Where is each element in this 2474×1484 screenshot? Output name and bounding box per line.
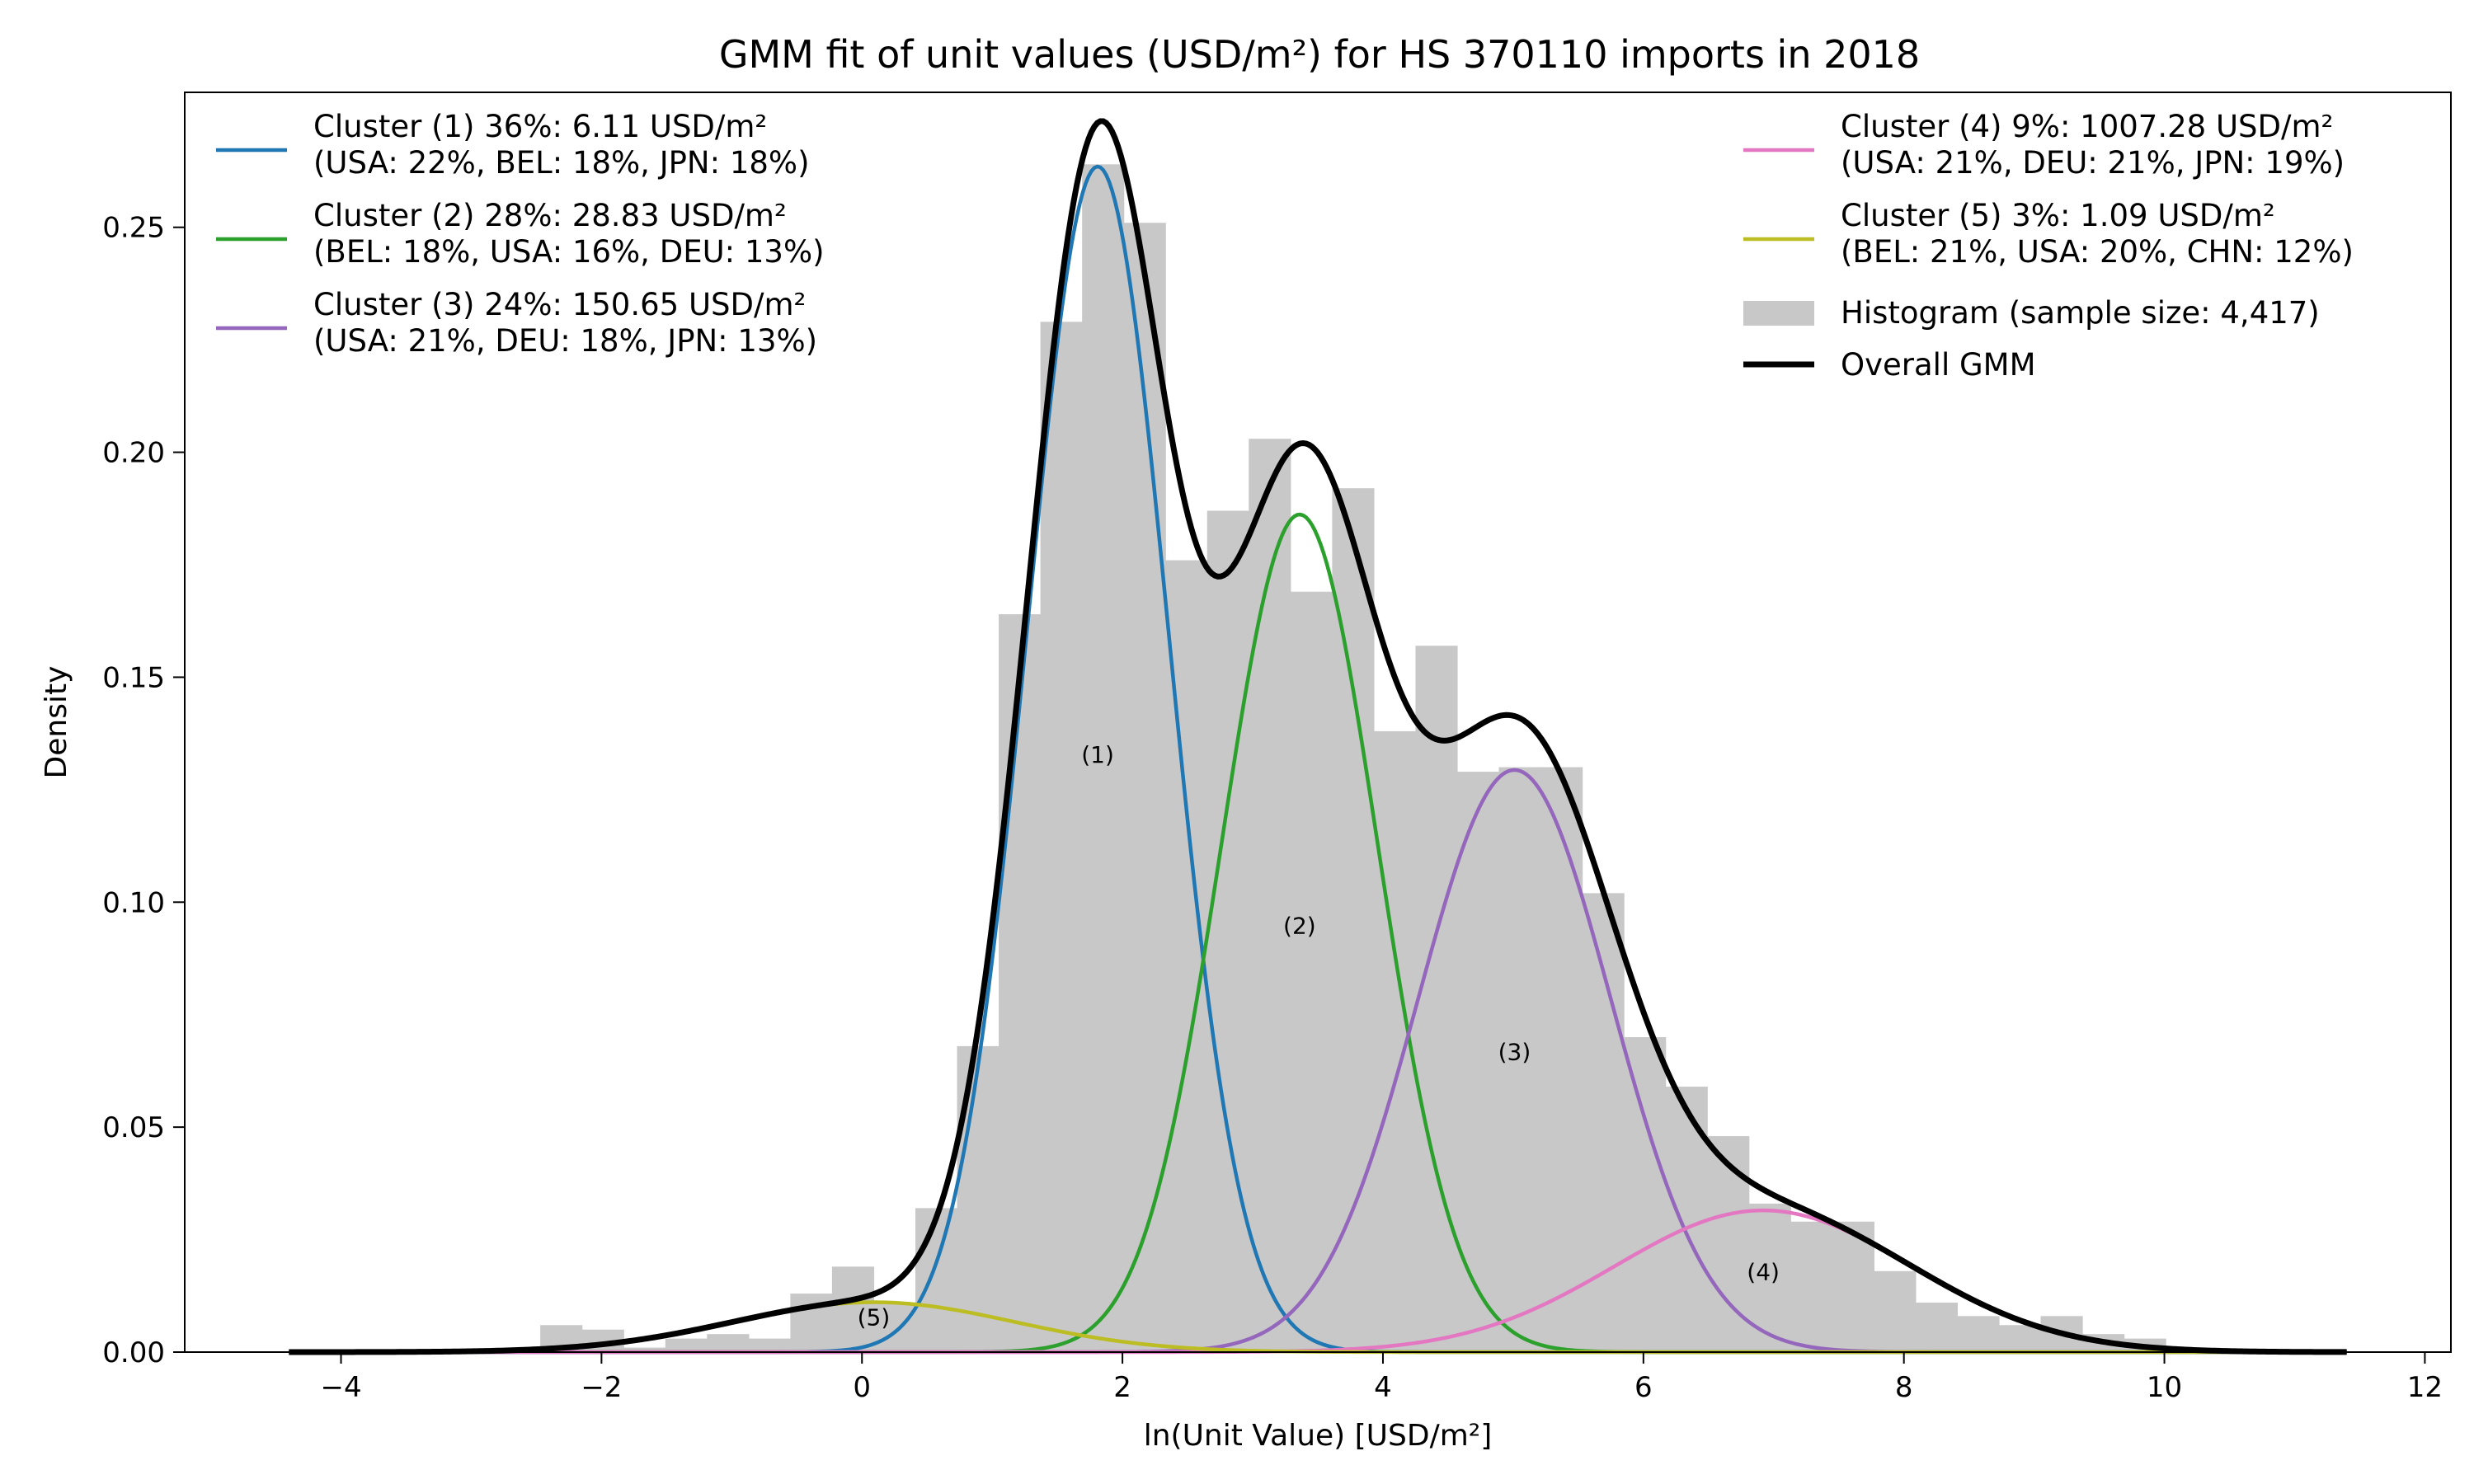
legend-label: Overall GMM	[1841, 347, 2036, 383]
histogram-bar	[665, 1338, 708, 1352]
y-axis-label: Density	[40, 666, 73, 779]
histogram-bar	[1040, 322, 1083, 1352]
legend-entry-left-3: Cluster (3) 24%: 150.65 USD/m²(USA: 21%,…	[216, 287, 817, 359]
legend-label: Cluster (2) 28%: 28.83 USD/m²	[313, 198, 787, 233]
histogram-bar	[1249, 439, 1291, 1353]
histogram-bar	[1540, 767, 1583, 1352]
x-axis-label: ln(Unit Value) [USD/m²]	[1144, 1419, 1493, 1453]
y-tick-label: 0.05	[102, 1111, 165, 1144]
histogram-bar	[873, 1302, 916, 1352]
legend-label: Cluster (4) 9%: 1007.28 USD/m²	[1841, 109, 2333, 144]
y-tick-label: 0.10	[102, 886, 165, 919]
legend-entry-histogram: Histogram (sample size: 4,417)	[1743, 295, 2320, 331]
histogram-bar	[831, 1266, 875, 1352]
histogram-bar	[1957, 1316, 2000, 1352]
y-axis-ticks: 0.00 0.05 0.10 0.15 0.20 0.25	[102, 212, 185, 1369]
histogram-bar	[748, 1338, 791, 1352]
x-tick-label: 8	[1895, 1371, 1913, 1404]
legend-label: Histogram (sample size: 4,417)	[1841, 295, 2320, 331]
component-annotation-5: (5)	[858, 1303, 891, 1331]
legend: Cluster (1) 36%: 6.11 USD/m²(USA: 22%, B…	[216, 109, 2354, 383]
component-annotation-1: (1)	[1081, 741, 1114, 768]
overall-gmm-curve	[289, 118, 2347, 1355]
histogram-bar	[1456, 772, 1500, 1352]
x-tick-label: 10	[2147, 1371, 2182, 1404]
component-annotation-2: (2)	[1283, 912, 1316, 939]
histogram-bar	[1165, 560, 1208, 1352]
annotation-layer: (1) (2) (3) (4) (5)	[858, 741, 1780, 1331]
plot-frame	[184, 92, 2452, 1353]
legend-label: Cluster (3) 24%: 150.65 USD/m²	[313, 287, 806, 322]
x-tick-label: −2	[581, 1371, 622, 1404]
histogram-bar	[1415, 646, 1458, 1352]
histogram-bar	[1998, 1325, 2042, 1352]
histogram-bar	[1082, 164, 1125, 1352]
histogram-bar	[957, 1045, 999, 1352]
y-tick-label: 0.20	[102, 437, 165, 470]
histogram-bar	[1790, 1221, 1833, 1352]
histogram-bar	[1915, 1302, 1959, 1352]
histogram-bar	[915, 1208, 958, 1352]
legend-entry-right-2: Cluster (5) 3%: 1.09 USD/m²(BEL: 21%, US…	[1743, 198, 2354, 270]
histogram-bar	[999, 614, 1042, 1352]
x-tick-label: 0	[853, 1371, 871, 1404]
y-tick-label: 0.25	[102, 212, 165, 245]
legend-label: (USA: 21%, DEU: 21%, JPN: 19%)	[1841, 145, 2345, 181]
chart-title: GMM fit of unit values (USD/m²) for HS 3…	[719, 32, 1920, 77]
legend-label: (USA: 22%, BEL: 18%, JPN: 18%)	[313, 145, 810, 181]
legend-entry-left-2: Cluster (2) 28%: 28.83 USD/m²(BEL: 18%, …	[216, 198, 825, 270]
component-annotation-4: (4)	[1747, 1259, 1780, 1286]
legend-label: (USA: 21%, DEU: 18%, JPN: 13%)	[313, 323, 817, 359]
x-tick-label: 12	[2407, 1371, 2443, 1404]
x-tick-label: 4	[1374, 1371, 1392, 1404]
x-tick-label: −4	[320, 1371, 361, 1404]
y-tick-label: 0.15	[102, 661, 165, 694]
histogram-layer	[540, 164, 2166, 1353]
legend-entry-right-1: Cluster (4) 9%: 1007.28 USD/m²(USA: 21%,…	[1743, 109, 2345, 181]
histogram-bar	[707, 1334, 750, 1352]
legend-entry-left-1: Cluster (1) 36%: 6.11 USD/m²(USA: 22%, B…	[216, 109, 810, 181]
legend-label: (BEL: 18%, USA: 16%, DEU: 13%)	[313, 234, 825, 270]
histogram-bar	[1707, 1136, 1750, 1352]
legend-label: Cluster (5) 3%: 1.09 USD/m²	[1841, 198, 2275, 233]
histogram-bar	[1498, 767, 1541, 1352]
histogram-bar	[1624, 1037, 1667, 1352]
legend-label: Cluster (1) 36%: 6.11 USD/m²	[313, 109, 767, 144]
histogram-bar	[1290, 591, 1333, 1352]
x-tick-label: 6	[1634, 1371, 1653, 1404]
legend-label: (BEL: 21%, USA: 20%, CHN: 12%)	[1841, 234, 2354, 270]
histogram-bar	[1665, 1087, 1708, 1352]
x-tick-label: 2	[1113, 1371, 1131, 1404]
histogram-bar	[1874, 1270, 1917, 1352]
y-tick-label: 0.00	[102, 1336, 165, 1369]
x-axis-ticks: −4 −2 0 2 4 6 8 10 12	[320, 1352, 2443, 1404]
histogram-bar	[1206, 510, 1249, 1352]
legend-entry-overall: Overall GMM	[1743, 347, 2036, 383]
histogram-bar	[623, 1347, 666, 1352]
component-annotation-3: (3)	[1498, 1038, 1531, 1065]
legend-swatch	[1743, 301, 1814, 326]
